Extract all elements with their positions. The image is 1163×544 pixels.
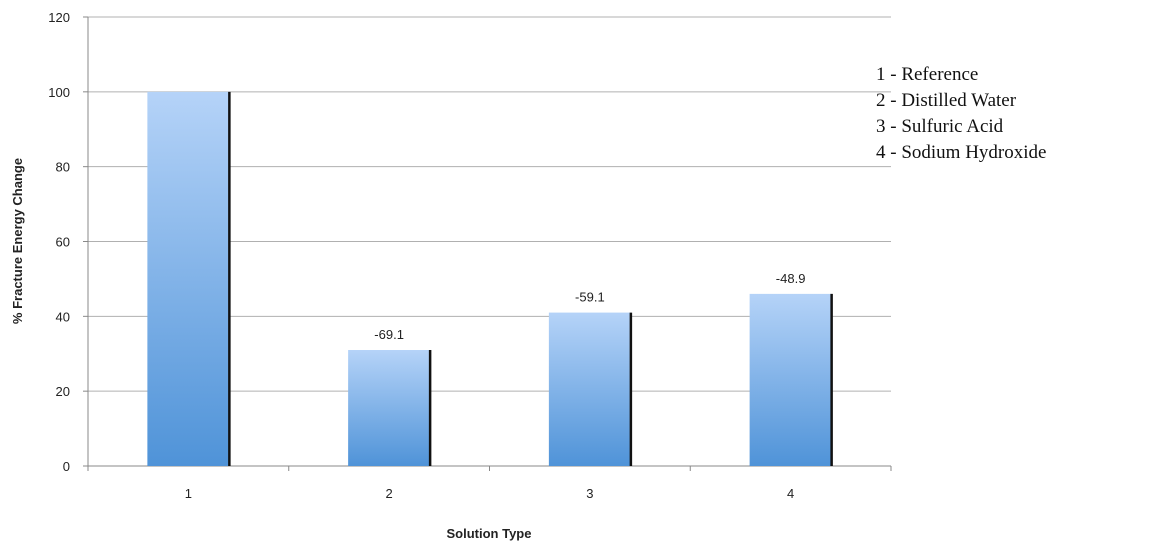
y-tick-label: 40 [56,309,70,324]
y-axis-title: % Fracture Energy Change [10,158,25,324]
bar [548,312,631,466]
legend-item: 2 - Distilled Water [876,90,1017,111]
bars [147,91,833,466]
y-tick-label: 80 [56,160,70,175]
y-tick-label: 60 [56,235,70,250]
x-axis-title: Solution Type [447,526,532,541]
x-tick-label: 1 [185,486,192,501]
x-tick-label: 2 [386,486,393,501]
legend: 1 - Reference 2 - Distilled Water 3 - Su… [876,62,1046,166]
data-label: -48.9 [776,271,806,286]
legend-item: 1 - Reference [876,64,979,85]
y-tick-label: 0 [63,459,70,474]
bar [147,91,230,466]
data-label: -69.1 [374,327,404,342]
y-tick-label: 100 [48,85,70,100]
x-tick-label: 4 [787,486,794,501]
y-tick-label: 20 [56,384,70,399]
bar [348,350,431,466]
y-tick-label: 120 [48,10,70,25]
legend-item: 3 - Sulfuric Acid [876,116,1004,137]
legend-item: 4 - Sodium Hydroxide [876,142,1047,163]
bar [749,293,832,466]
x-tick-label: 3 [586,486,593,501]
data-label: -59.1 [575,290,605,305]
labels: 0 20 40 60 80 100 120 1 2 -69.1 3 -59.1 4 -48.9 [48,10,805,501]
